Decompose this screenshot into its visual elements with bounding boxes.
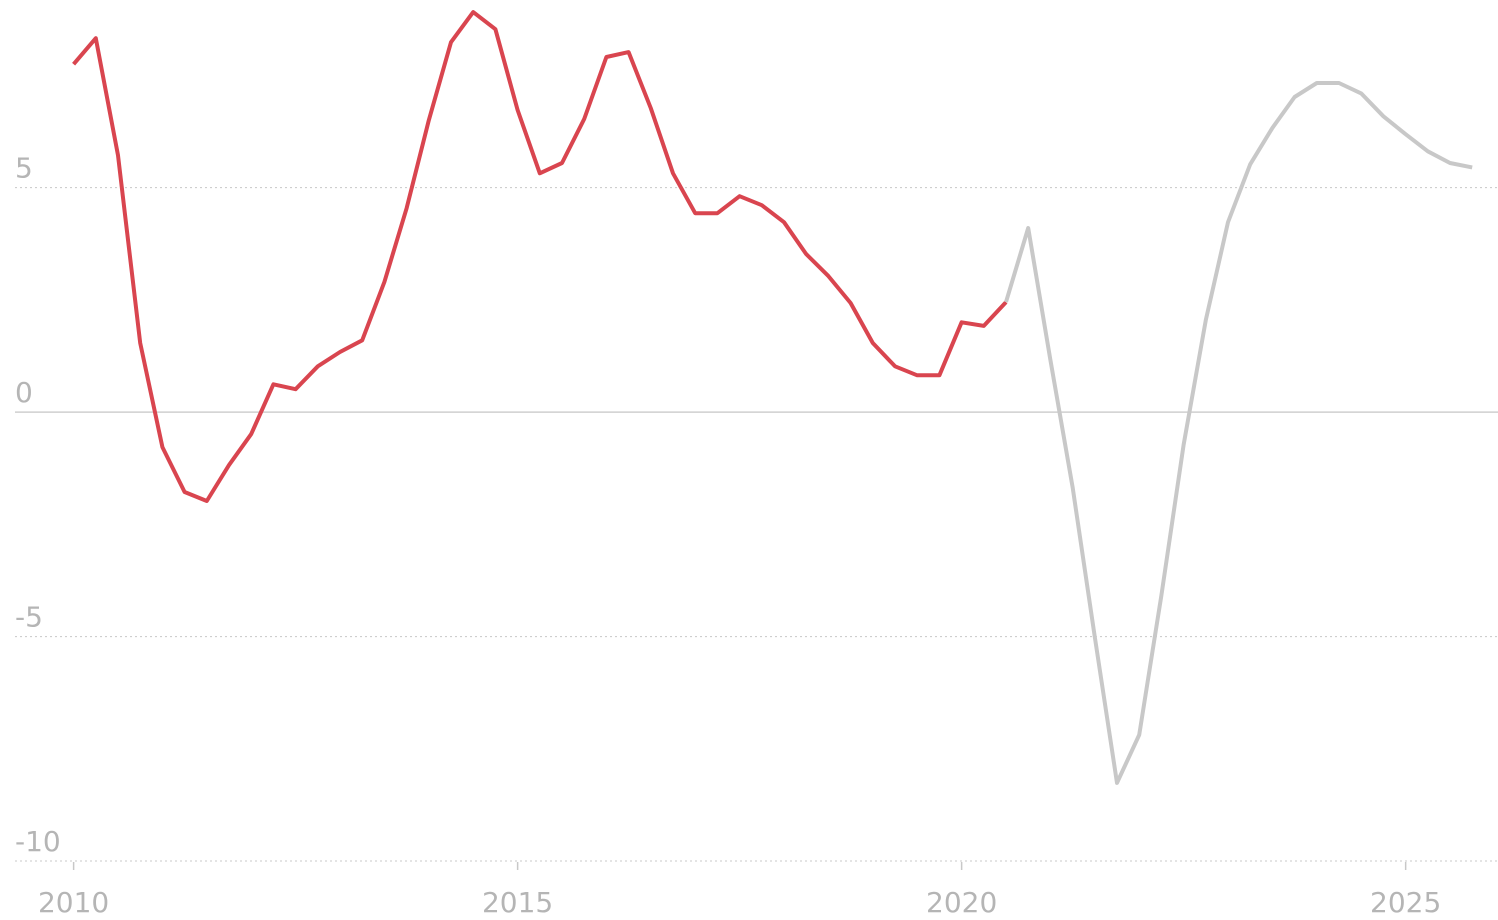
y-tick-label: -5 — [15, 601, 43, 634]
y-tick-label: 5 — [15, 152, 33, 185]
x-tick-label: 2015 — [482, 886, 553, 919]
y-tick-label: -10 — [15, 825, 61, 858]
x-tick-label: 2020 — [926, 886, 997, 919]
series-line — [72, 10, 1008, 503]
series-line — [1004, 81, 1473, 785]
x-tick-label: 2025 — [1370, 886, 1441, 919]
y-tick-label: 0 — [15, 376, 33, 409]
x-tick-label: 2010 — [38, 886, 109, 919]
